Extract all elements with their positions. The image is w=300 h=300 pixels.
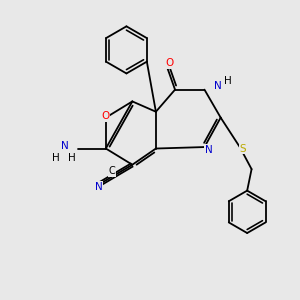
Text: C: C [108, 166, 115, 176]
Text: H: H [68, 153, 76, 163]
Text: N: N [61, 141, 68, 151]
Text: O: O [166, 58, 174, 68]
Text: S: S [239, 143, 246, 154]
Text: O: O [101, 111, 110, 121]
Text: N: N [214, 81, 222, 91]
Text: H: H [224, 76, 232, 86]
Text: N: N [94, 182, 102, 192]
Text: H: H [52, 153, 60, 163]
Text: N: N [205, 145, 213, 155]
